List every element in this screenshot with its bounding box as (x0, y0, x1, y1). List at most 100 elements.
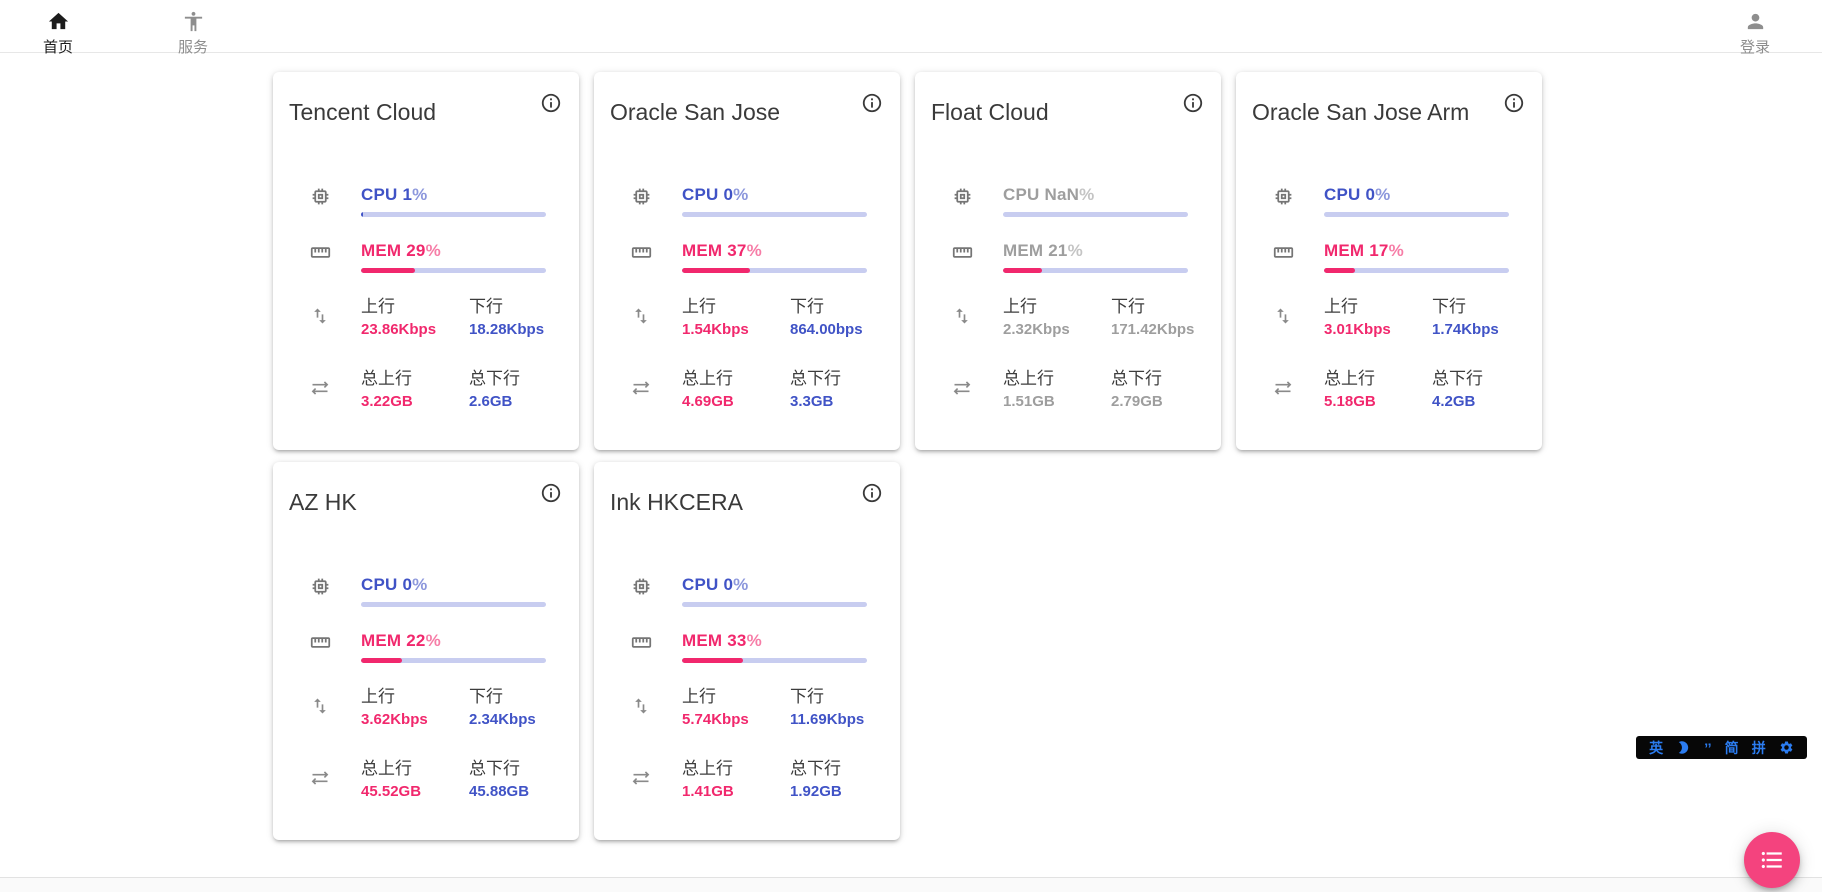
footer-divider (0, 877, 1822, 892)
mem-progress-bar (682, 658, 867, 663)
swap-horiz-icon (310, 759, 361, 788)
total-download-label: 总下行 (790, 369, 841, 388)
mem-progress-bar (361, 268, 546, 273)
nav-item-services[interactable]: 服务 (165, 0, 221, 57)
swap-vert-icon (1273, 297, 1324, 326)
info-icon (1503, 92, 1525, 114)
swap-vert-icon (952, 297, 1003, 326)
mem-ruler-icon (310, 241, 361, 263)
mem-ruler-icon (631, 631, 682, 653)
upload-label: 上行 (682, 687, 716, 706)
info-button[interactable] (540, 92, 562, 114)
total-download-value: 2.79GB (1111, 393, 1163, 410)
info-button[interactable] (861, 92, 883, 114)
upload-label: 上行 (682, 297, 716, 316)
cpu-progress-bar (1003, 212, 1188, 217)
cpu-progress-bar (682, 212, 867, 217)
mem-ruler-icon (631, 241, 682, 263)
mem-label: MEM 17% (1324, 241, 1404, 260)
nav-home-label: 首页 (42, 39, 73, 56)
server-card: Float Cloud CPU NaN% MEM 21% (915, 72, 1221, 450)
server-name: Oracle San Jose Arm (1252, 99, 1470, 125)
upload-label: 上行 (361, 297, 395, 316)
upload-value: 1.54Kbps (682, 321, 749, 338)
info-button[interactable] (1503, 92, 1525, 114)
info-icon (861, 482, 883, 504)
mem-ruler-icon (1273, 241, 1324, 263)
cpu-progress-bar (361, 602, 546, 607)
ime-language-toggle[interactable]: 英 (1649, 739, 1664, 756)
server-card: Oracle San Jose Arm CPU 0% MEM 17% (1236, 72, 1542, 450)
cpu-label: CPU 0% (1324, 185, 1391, 204)
server-card: Ink HKCERA CPU 0% MEM 33% (594, 462, 900, 840)
cpu-chip-icon (631, 575, 682, 597)
mem-progress-bar (1003, 268, 1188, 273)
server-card: AZ HK CPU 0% MEM 22% (273, 462, 579, 840)
total-download-value: 2.6GB (469, 393, 513, 410)
gear-icon (1779, 740, 1794, 755)
total-upload-label: 总上行 (1324, 369, 1375, 388)
ime-punctuation-toggle[interactable]: ’’ (1704, 739, 1712, 756)
info-button[interactable] (861, 482, 883, 504)
download-label: 下行 (790, 297, 824, 316)
download-value: 18.28Kbps (469, 321, 545, 338)
ime-moon-icon[interactable] (1676, 740, 1691, 755)
server-list-fab[interactable] (1744, 832, 1800, 888)
info-icon (1182, 92, 1204, 114)
total-upload-label: 总上行 (361, 369, 412, 388)
server-name: Tencent Cloud (289, 99, 437, 125)
server-card: Oracle San Jose CPU 0% MEM 37% (594, 72, 900, 450)
mem-progress-bar (361, 658, 546, 663)
cpu-chip-icon (952, 185, 1003, 207)
upload-value: 23.86Kbps (361, 321, 437, 338)
total-upload-value: 3.22GB (361, 393, 413, 410)
download-value: 2.34Kbps (469, 711, 536, 728)
total-download-value: 3.3GB (790, 393, 834, 410)
server-name: AZ HK (289, 489, 357, 515)
swap-horiz-icon (631, 759, 682, 788)
cpu-chip-icon (631, 185, 682, 207)
total-download-value: 45.88GB (469, 783, 530, 800)
mem-ruler-icon (952, 241, 1003, 263)
info-button[interactable] (540, 482, 562, 504)
mem-label: MEM 37% (682, 241, 762, 260)
ime-pinyin-indicator[interactable]: 拼 (1751, 739, 1766, 756)
total-download-label: 总下行 (469, 759, 520, 778)
download-value: 864.00bps (790, 321, 863, 338)
mem-progress-bar (1324, 268, 1509, 273)
info-button[interactable] (1182, 92, 1204, 114)
download-label: 下行 (790, 687, 824, 706)
accessibility-icon (182, 10, 205, 33)
mem-label: MEM 29% (361, 241, 441, 260)
total-upload-label: 总上行 (361, 759, 412, 778)
mem-label: MEM 21% (1003, 241, 1083, 260)
server-name: Ink HKCERA (610, 489, 743, 515)
cpu-chip-icon (310, 185, 361, 207)
mem-label: MEM 33% (682, 631, 762, 650)
download-value: 171.42Kbps (1111, 321, 1195, 338)
ime-simplified-toggle[interactable]: 简 (1724, 739, 1739, 756)
mem-ruler-icon (310, 631, 361, 653)
swap-horiz-icon (310, 369, 361, 398)
server-name: Float Cloud (931, 99, 1049, 125)
cpu-chip-icon (1273, 185, 1324, 207)
info-icon (540, 92, 562, 114)
download-label: 下行 (1432, 297, 1466, 316)
swap-vert-icon (631, 687, 682, 716)
total-upload-value: 1.41GB (682, 783, 734, 800)
cpu-progress-bar (682, 602, 867, 607)
total-download-value: 4.2GB (1432, 393, 1476, 410)
total-download-label: 总下行 (1111, 369, 1162, 388)
swap-horiz-icon (952, 369, 1003, 398)
nav-item-login[interactable]: 登录 (1727, 0, 1783, 57)
total-upload-value: 4.69GB (682, 393, 734, 410)
cpu-label: CPU 0% (682, 575, 749, 594)
ime-settings-button[interactable] (1779, 740, 1794, 755)
upload-label: 上行 (361, 687, 395, 706)
swap-horiz-icon (1273, 369, 1324, 398)
total-upload-label: 总上行 (682, 369, 733, 388)
total-upload-value: 1.51GB (1003, 393, 1055, 410)
mem-label: MEM 22% (361, 631, 441, 650)
nav-item-home[interactable]: 首页 (30, 0, 86, 57)
download-label: 下行 (469, 687, 503, 706)
